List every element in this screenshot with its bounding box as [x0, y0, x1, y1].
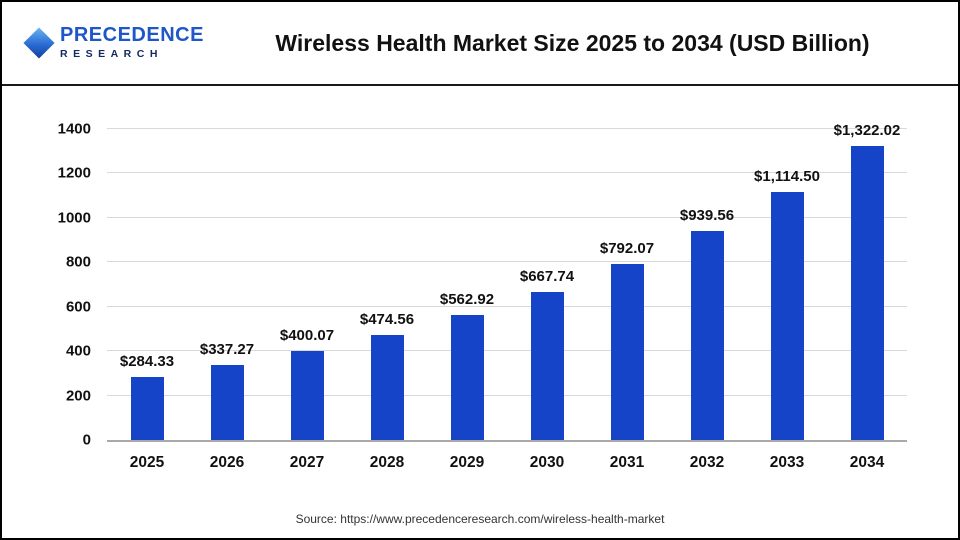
y-tick-label-1200: 1200	[57, 164, 91, 182]
y-tick-label-1000: 1000	[57, 209, 91, 227]
header: PRECEDENCE RESEARCH Wireless Health Mark…	[2, 2, 958, 86]
bar-value-label-2033: $1,114.50	[754, 168, 820, 186]
bar-series: $284.33 $337.27 $400.07 $474.56 $562.92 $667.…	[107, 122, 907, 440]
bar-value-label-2030: $667.74	[519, 267, 575, 285]
source-text: Source: https://www.precedenceresearch.c…	[295, 512, 665, 526]
bar-2027	[290, 351, 324, 440]
gridline-600	[107, 305, 907, 307]
plot-area: 0 200 400 600 800 1000 1200 1400 $284.33 $337.27 $…	[58, 121, 907, 449]
bar-column-2033: $1,114.50	[747, 129, 827, 440]
gridline-1200	[107, 172, 907, 174]
x-tick-label-2033: 2033	[769, 454, 805, 471]
x-tick-label-2031: 2031	[609, 454, 645, 471]
bar-2032	[690, 231, 724, 440]
bar-column-2025: $284.33	[107, 129, 187, 440]
x-tick-label-2027: 2027	[289, 454, 325, 471]
bar-column-2029: $562.92	[427, 129, 507, 440]
x-tick-label-2034: 2034	[849, 454, 885, 471]
bar-value-label-2025: $284.33	[119, 352, 175, 370]
logo-text-precedence: PRECEDENCE	[60, 24, 204, 47]
bar-column-2027: $400.07	[267, 129, 347, 440]
bar-value-label-2027: $400.07	[279, 327, 335, 345]
x-axis-labels: 2025 2026 2027 2028 2029 2030 2031 2032 2033 2034	[107, 454, 907, 472]
bar-column-2028: $474.56	[347, 129, 427, 440]
bar-value-label-2028: $474.56	[359, 310, 415, 328]
bar-value-label-2034: $1,322.02	[833, 122, 901, 140]
y-tick-label-1400: 1400	[57, 120, 91, 138]
x-tick-label-2028: 2028	[369, 454, 405, 471]
x-tick-label-2026: 2026	[209, 454, 245, 471]
y-tick-label-600: 600	[65, 298, 91, 316]
bar-2030	[530, 291, 564, 440]
gridline-1400	[107, 128, 907, 129]
bar-value-label-2031: $792.07	[599, 240, 655, 258]
x-tick-label-2032: 2032	[689, 454, 725, 471]
y-tick-label-400: 400	[65, 342, 91, 360]
bar-column-2031: $792.07	[587, 129, 667, 440]
bar-column-2026: $337.27	[187, 129, 267, 440]
bar-2031	[610, 264, 644, 440]
bar-2034	[850, 146, 884, 440]
bar-column-2032: $939.56	[667, 129, 747, 440]
gridline-200	[107, 394, 907, 396]
y-tick-label-800: 800	[65, 253, 91, 271]
chart-region: 0 200 400 600 800 1000 1200 1400 $284.33 $337.27 $…	[2, 88, 958, 538]
bar-2028	[370, 334, 404, 440]
bar-2033	[770, 192, 804, 440]
gridline-800	[107, 261, 907, 263]
x-tick-label-2030: 2030	[529, 454, 565, 471]
y-tick-label-0: 0	[82, 431, 91, 449]
bar-2025	[130, 376, 164, 440]
bar-2026	[210, 365, 244, 440]
bar-value-label-2026: $337.27	[199, 341, 255, 359]
x-tick-label-2025: 2025	[129, 454, 165, 471]
bar-2029	[450, 314, 484, 440]
precedence-research-logo: PRECEDENCE RESEARCH	[22, 25, 217, 60]
gridline-1000	[107, 216, 907, 218]
bar-value-label-2029: $562.92	[439, 290, 495, 308]
chart-title: Wireless Health Market Size 2025 to 2034…	[275, 29, 870, 56]
bar-column-2034: $1,322.02	[827, 122, 907, 440]
bar-value-label-2032: $939.56	[679, 207, 735, 225]
logo-text-research: RESEARCH	[60, 48, 163, 61]
bar-column-2030: $667.74	[507, 129, 587, 440]
x-tick-label-2029: 2029	[449, 454, 485, 471]
y-tick-label-200: 200	[65, 387, 91, 405]
gridline-400	[107, 350, 907, 352]
logo-diamond-icon	[23, 27, 55, 59]
